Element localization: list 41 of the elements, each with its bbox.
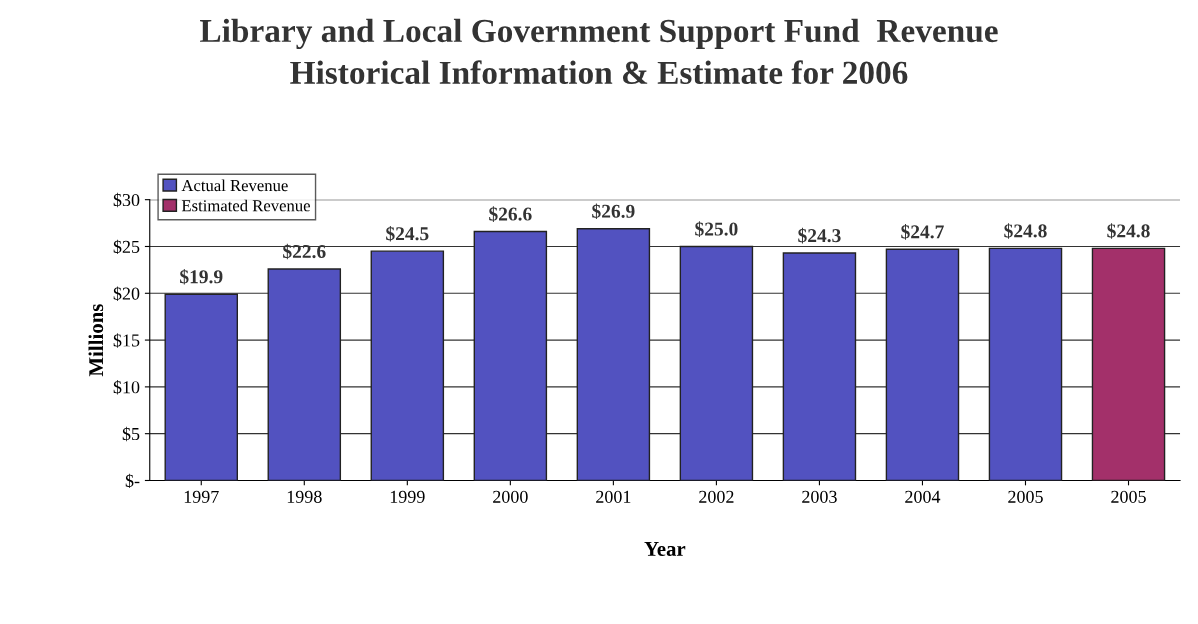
y-tick-label: $-	[125, 473, 140, 489]
bar	[782, 252, 857, 481]
data-label: $26.6	[489, 206, 532, 222]
bar	[679, 245, 754, 481]
x-tick-label: 2005	[1111, 490, 1146, 503]
legend-label: Actual Revenue	[181, 179, 288, 192]
bar	[473, 230, 548, 481]
x-tick-label: 2005	[1008, 490, 1043, 503]
x-tick-label: 2002	[699, 490, 734, 503]
y-tick-label: $30	[113, 192, 140, 208]
data-label: $26.9	[592, 203, 635, 220]
x-tick-label: 2003	[802, 490, 837, 503]
bar	[1091, 247, 1166, 481]
legend-label: Estimated Revenue	[181, 199, 310, 212]
data-label: $24.3	[798, 227, 841, 244]
x-axis-title: Year	[644, 542, 686, 556]
bar	[988, 247, 1063, 481]
x-tick-label: 1998	[287, 490, 322, 503]
data-label: $24.7	[901, 224, 944, 240]
data-label: $25.0	[695, 221, 738, 237]
x-tick-label: 1997	[184, 490, 219, 503]
data-label: $24.5	[386, 226, 429, 242]
y-tick-label: $5	[122, 426, 140, 442]
y-tick-label: $20	[113, 286, 140, 301]
x-tick-label: 1999	[390, 490, 425, 503]
chart-title: Library and Local Government Support Fund Revenue Historical Information & Estimate for 2006	[200, 18, 998, 85]
bar	[885, 248, 960, 481]
bar	[164, 293, 239, 481]
x-tick-label: 2001	[596, 490, 631, 503]
bar	[576, 228, 651, 481]
x-tick-label: 2004	[905, 490, 941, 503]
x-tick-label: 2000	[493, 490, 528, 503]
y-axis-title: Millions	[88, 304, 104, 377]
bar	[267, 268, 342, 481]
y-tick-label: $15	[113, 333, 140, 348]
data-label: $19.9	[180, 269, 223, 285]
y-tick-label: $25	[113, 239, 140, 255]
bar	[370, 250, 445, 481]
data-label: $24.8	[1004, 223, 1047, 239]
data-label: $24.8	[1107, 223, 1150, 239]
y-tick-label: $10	[113, 380, 140, 395]
